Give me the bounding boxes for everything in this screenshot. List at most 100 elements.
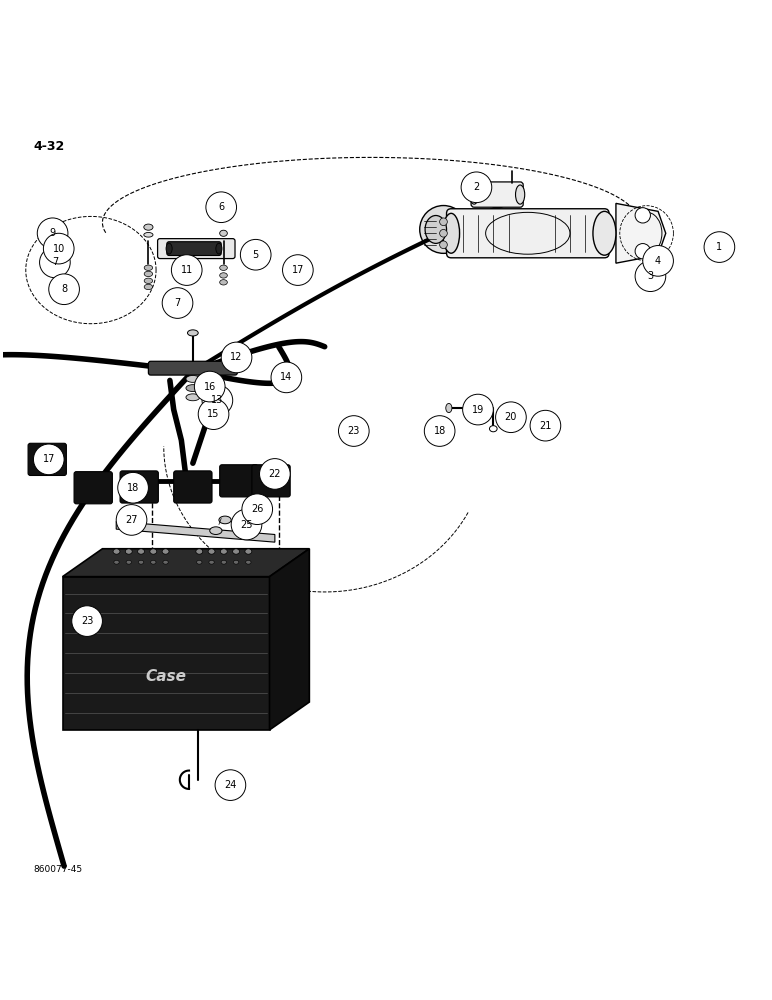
Circle shape (33, 444, 64, 475)
Text: 19: 19 (472, 405, 484, 415)
Circle shape (439, 218, 447, 226)
Circle shape (198, 399, 229, 429)
Ellipse shape (469, 185, 479, 204)
Ellipse shape (125, 549, 132, 554)
Circle shape (72, 606, 103, 636)
Ellipse shape (208, 549, 215, 554)
Ellipse shape (197, 560, 202, 564)
Circle shape (439, 241, 447, 249)
Circle shape (242, 494, 273, 525)
Circle shape (39, 247, 70, 278)
Circle shape (704, 232, 735, 262)
FancyBboxPatch shape (120, 471, 158, 503)
FancyBboxPatch shape (174, 471, 212, 503)
FancyBboxPatch shape (220, 465, 258, 497)
FancyBboxPatch shape (148, 361, 237, 375)
Ellipse shape (425, 215, 446, 243)
FancyBboxPatch shape (157, 239, 235, 259)
Ellipse shape (144, 278, 153, 283)
Circle shape (635, 261, 665, 292)
Text: 16: 16 (204, 382, 216, 392)
Ellipse shape (163, 560, 168, 564)
Ellipse shape (210, 527, 222, 534)
Circle shape (206, 192, 236, 223)
Text: 7: 7 (52, 257, 58, 267)
Circle shape (530, 410, 560, 441)
Circle shape (635, 244, 651, 259)
Ellipse shape (186, 394, 200, 401)
Text: 17: 17 (42, 454, 55, 464)
Polygon shape (616, 203, 665, 263)
Circle shape (259, 459, 290, 489)
Ellipse shape (188, 330, 198, 336)
Circle shape (231, 509, 262, 540)
Ellipse shape (151, 560, 156, 564)
Polygon shape (269, 549, 310, 730)
Text: 13: 13 (212, 395, 224, 405)
Text: 7: 7 (174, 298, 181, 308)
FancyBboxPatch shape (252, 465, 290, 497)
Circle shape (240, 239, 271, 270)
Ellipse shape (162, 549, 169, 554)
Text: 9: 9 (49, 228, 56, 238)
Ellipse shape (137, 549, 144, 554)
Text: 27: 27 (125, 515, 137, 525)
Ellipse shape (593, 211, 616, 255)
Circle shape (338, 416, 369, 446)
Text: 8: 8 (61, 284, 67, 294)
Circle shape (496, 402, 527, 433)
Circle shape (117, 505, 147, 535)
Ellipse shape (196, 549, 203, 554)
Text: 2: 2 (473, 182, 479, 192)
FancyBboxPatch shape (446, 209, 609, 258)
Polygon shape (63, 577, 269, 730)
Ellipse shape (186, 375, 200, 382)
Text: 24: 24 (224, 780, 236, 790)
Ellipse shape (220, 273, 227, 278)
Ellipse shape (442, 213, 459, 253)
Ellipse shape (476, 404, 487, 412)
Text: Case: Case (146, 669, 187, 684)
Circle shape (37, 218, 68, 249)
Ellipse shape (220, 230, 227, 236)
Circle shape (171, 255, 202, 285)
Text: 17: 17 (292, 265, 304, 275)
Ellipse shape (166, 243, 172, 254)
Ellipse shape (144, 271, 153, 277)
Text: 4: 4 (655, 256, 661, 266)
Circle shape (215, 770, 245, 800)
Ellipse shape (233, 560, 239, 564)
Text: 3: 3 (648, 271, 653, 281)
Text: 18: 18 (434, 426, 445, 436)
Circle shape (195, 371, 225, 402)
Text: 11: 11 (181, 265, 193, 275)
Ellipse shape (186, 385, 200, 392)
Ellipse shape (221, 560, 226, 564)
Text: 10: 10 (52, 244, 65, 254)
Text: 23: 23 (81, 616, 93, 626)
Circle shape (162, 288, 193, 318)
FancyBboxPatch shape (74, 472, 113, 504)
Ellipse shape (138, 560, 144, 564)
Ellipse shape (220, 265, 227, 270)
Polygon shape (117, 521, 275, 542)
Text: 25: 25 (240, 520, 252, 530)
Ellipse shape (144, 233, 153, 237)
Ellipse shape (220, 280, 227, 285)
Circle shape (49, 274, 80, 305)
Text: 4-32: 4-32 (33, 140, 65, 153)
Circle shape (222, 342, 252, 373)
Ellipse shape (445, 403, 452, 413)
Text: 18: 18 (127, 483, 139, 493)
Circle shape (461, 172, 492, 203)
Ellipse shape (144, 224, 153, 230)
Text: 5: 5 (252, 250, 259, 260)
Text: 12: 12 (230, 352, 242, 362)
Ellipse shape (150, 549, 157, 554)
Text: 21: 21 (539, 421, 552, 431)
FancyBboxPatch shape (167, 242, 222, 256)
Text: 14: 14 (280, 372, 293, 382)
Circle shape (271, 362, 302, 393)
Ellipse shape (144, 284, 153, 290)
Ellipse shape (209, 560, 215, 564)
